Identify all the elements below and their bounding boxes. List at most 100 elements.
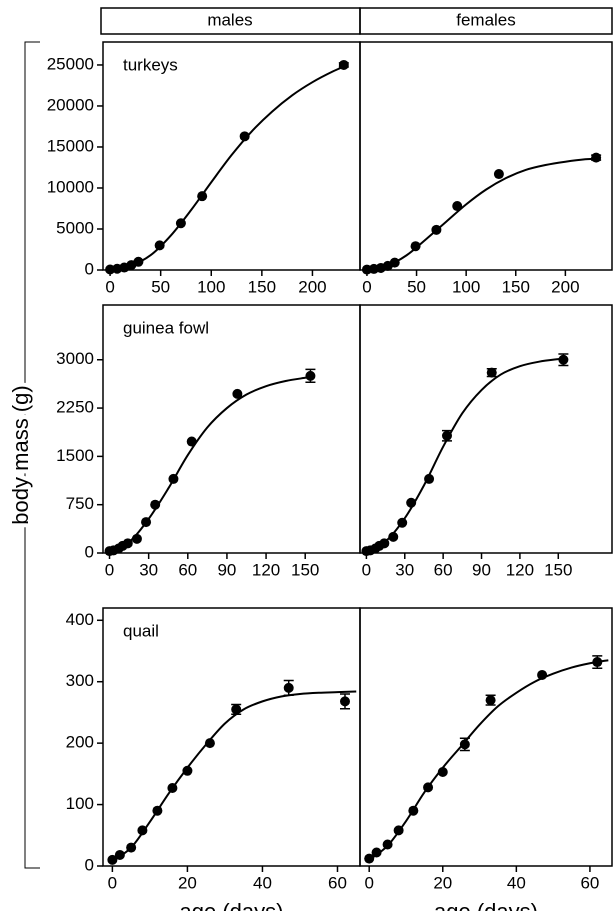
data-point [431, 224, 442, 235]
data-point [485, 695, 496, 706]
x-tick-label: 0 [362, 277, 371, 296]
x-tick-label: 20 [178, 873, 197, 892]
y-tick-label: 750 [66, 494, 94, 513]
x-axis-label: age (days) [180, 899, 284, 911]
x-tick-label: 150 [291, 560, 319, 579]
data-point [408, 805, 419, 816]
x-tick-label: 60 [328, 873, 347, 892]
x-tick-label: 40 [507, 873, 526, 892]
y-tick-label: 20000 [47, 95, 94, 114]
data-point [182, 765, 193, 776]
panel-frame [359, 607, 613, 867]
panel-frame [359, 304, 613, 554]
data-point [107, 854, 118, 865]
data-point [441, 430, 452, 441]
x-tick-label: 90 [472, 560, 491, 579]
x-tick-label: 120 [506, 560, 534, 579]
x-tick-label: 20 [433, 873, 452, 892]
y-tick-label: 0 [85, 855, 94, 874]
data-point [154, 240, 165, 251]
fit-curve [368, 659, 609, 861]
data-point [231, 704, 242, 715]
fit-curve [109, 64, 349, 271]
data-point [232, 388, 243, 399]
y-axis-label-bg: body mass (g) [8, 385, 33, 524]
fit-curve [109, 375, 312, 552]
y-tick-label: 300 [66, 671, 94, 690]
data-point [493, 169, 504, 180]
data-point [204, 738, 215, 749]
y-tick-label: 5000 [56, 218, 94, 237]
data-point [591, 152, 602, 163]
panel-frame [359, 41, 613, 271]
y-axis-label: body mass (g) [8, 385, 33, 524]
data-point [382, 839, 393, 850]
data-point [364, 853, 375, 864]
x-tick-label: 50 [151, 277, 170, 296]
x-tick-label: 100 [197, 277, 225, 296]
data-point [126, 842, 137, 853]
panel-title: guinea fowl [123, 318, 209, 337]
data-point [168, 473, 179, 484]
x-tick-label: 150 [248, 277, 276, 296]
data-point [239, 131, 250, 142]
x-tick-label: 50 [407, 277, 426, 296]
data-point [558, 354, 569, 365]
data-point [131, 533, 142, 544]
header-box [359, 7, 613, 35]
axis-bracket [24, 41, 40, 869]
x-tick-label: 30 [139, 560, 158, 579]
data-point [133, 256, 144, 267]
data-point [410, 241, 421, 252]
x-tick-label: 150 [544, 560, 572, 579]
data-point [150, 499, 161, 510]
panel-frame [102, 304, 361, 554]
data-point [305, 370, 316, 381]
data-point [393, 825, 404, 836]
x-tick-label: 0 [108, 873, 117, 892]
y-tick-label: 10000 [47, 177, 94, 196]
data-point [338, 59, 349, 70]
x-tick-label: 0 [364, 873, 373, 892]
x-tick-label: 0 [105, 560, 114, 579]
column-header: males [207, 10, 252, 29]
panel-title: turkeys [123, 55, 178, 74]
data-point [175, 218, 186, 229]
data-point [371, 847, 382, 858]
data-point [459, 739, 470, 750]
x-tick-label: 150 [502, 277, 530, 296]
x-tick-label: 0 [362, 560, 371, 579]
y-tick-label: 25000 [47, 54, 94, 73]
data-point [406, 497, 417, 508]
x-tick-label: 60 [178, 560, 197, 579]
data-point [137, 825, 148, 836]
y-tick-label: 15000 [47, 136, 94, 155]
data-point [388, 531, 399, 542]
fit-curve [366, 157, 601, 271]
x-tick-label: 60 [434, 560, 453, 579]
data-point [152, 805, 163, 816]
fit-curve [111, 690, 357, 862]
data-point [167, 782, 178, 793]
data-point [186, 436, 197, 447]
data-point [437, 767, 448, 778]
x-tick-label: 120 [252, 560, 280, 579]
data-point [389, 257, 400, 268]
data-point [122, 538, 133, 549]
x-axis-label: age (days) [434, 899, 538, 911]
x-tick-label: 40 [253, 873, 272, 892]
column-header: females [456, 10, 516, 29]
data-point [486, 367, 497, 378]
y-tick-label: 0 [85, 259, 94, 278]
y-tick-label: 100 [66, 794, 94, 813]
data-point [197, 191, 208, 202]
x-tick-label: 90 [217, 560, 236, 579]
x-tick-label: 100 [452, 277, 480, 296]
data-point [424, 473, 435, 484]
data-point [141, 517, 152, 528]
x-tick-label: 0 [105, 277, 114, 296]
y-tick-label: 200 [66, 733, 94, 752]
data-point [114, 849, 125, 860]
x-tick-label: 60 [580, 873, 599, 892]
